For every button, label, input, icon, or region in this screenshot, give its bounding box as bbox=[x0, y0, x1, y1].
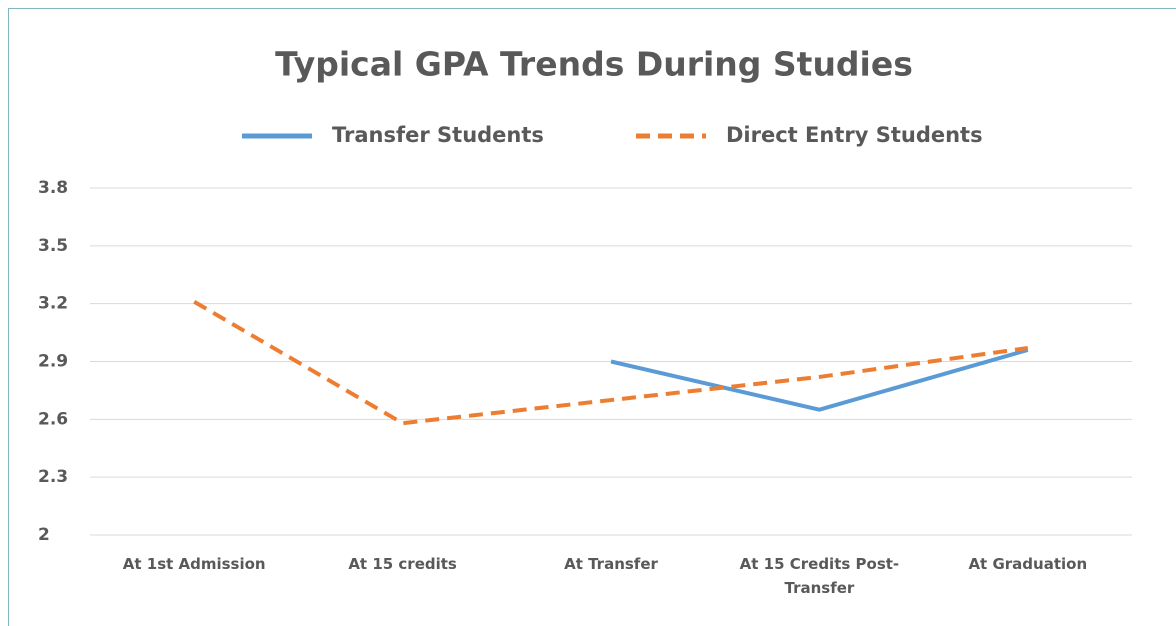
y-tick-label: 2 bbox=[38, 525, 50, 545]
y-tick-label: 2.9 bbox=[38, 352, 68, 372]
legend-label: Direct Entry Students bbox=[726, 123, 983, 147]
y-tick-label: 3.2 bbox=[38, 294, 68, 314]
chart-border bbox=[8, 8, 1176, 626]
y-tick-label: 2.6 bbox=[38, 409, 68, 429]
y-tick-label: 2.3 bbox=[38, 467, 68, 487]
x-tick-label: At Graduation bbox=[968, 555, 1088, 573]
x-tick-label: At 15 credits bbox=[348, 555, 457, 573]
x-tick-label: At 15 Credits Post-Transfer bbox=[739, 555, 900, 597]
x-tick-label: At Transfer bbox=[564, 555, 658, 573]
y-tick-label: 3.5 bbox=[38, 236, 68, 256]
chart-title: Typical GPA Trends During Studies bbox=[275, 45, 913, 84]
legend-label: Transfer Students bbox=[332, 123, 544, 147]
y-tick-label: 3.8 bbox=[38, 178, 68, 198]
series-line bbox=[610, 348, 1029, 412]
x-tick-label: At 1st Admission bbox=[122, 555, 266, 573]
series-line bbox=[193, 300, 1029, 426]
